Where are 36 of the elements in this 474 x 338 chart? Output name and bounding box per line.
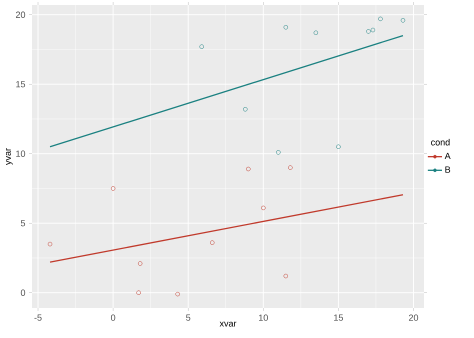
y-axis-title: yvar [6, 148, 13, 165]
y-tick-label: 5 [20, 220, 26, 226]
point [288, 165, 293, 170]
x-tick-label: 20 [408, 314, 418, 321]
point [48, 242, 52, 246]
point [284, 24, 288, 30]
x-tick-label: -5 [34, 314, 42, 321]
x-tick-label: 10 [259, 314, 268, 321]
x-axis-title: xvar [220, 322, 236, 327]
x-tick-label: 15 [334, 314, 344, 321]
point [246, 166, 251, 172]
point [243, 107, 248, 112]
point [366, 29, 371, 34]
y-tick-label: 15 [16, 81, 26, 88]
point [276, 150, 281, 155]
point [284, 274, 288, 278]
point [336, 144, 341, 150]
x-tick-label: 5 [186, 314, 190, 321]
legend-title: cond [431, 138, 450, 146]
point [370, 28, 376, 32]
x-tick-label: 0 [110, 314, 116, 321]
point [400, 18, 406, 23]
y-tick-label: 20 [16, 12, 26, 18]
point [261, 206, 266, 210]
point [138, 261, 142, 266]
legend-label: B [445, 166, 450, 173]
legend-label: A [444, 152, 451, 159]
point [110, 186, 116, 191]
point [314, 30, 318, 36]
y-tick-label: 10 [16, 150, 26, 157]
y-tick-label: 0 [20, 290, 26, 296]
point [175, 292, 180, 296]
point [210, 240, 214, 245]
point [136, 290, 141, 295]
point [199, 44, 204, 49]
point [378, 16, 383, 22]
